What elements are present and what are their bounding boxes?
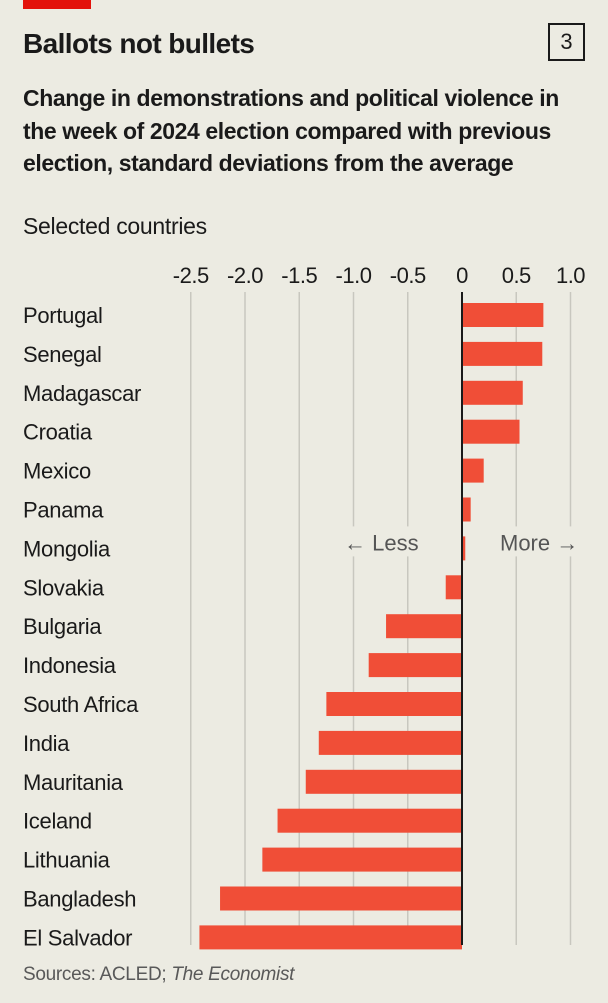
bar — [199, 925, 462, 950]
x-tick-label: -0.5 — [390, 263, 426, 288]
bar — [318, 730, 462, 755]
category-label: Lithuania — [23, 848, 111, 873]
bar — [277, 808, 462, 833]
category-label: Madagascar — [23, 381, 141, 406]
category-label: Mongolia — [23, 536, 111, 561]
bar — [462, 303, 544, 327]
bar — [368, 653, 462, 678]
category-label: Senegal — [23, 342, 102, 367]
bar — [445, 575, 462, 600]
bar — [462, 458, 484, 483]
bar — [462, 536, 466, 561]
category-label: Bangladesh — [23, 887, 136, 912]
category-label: Mexico — [23, 459, 91, 484]
bar — [386, 614, 462, 639]
bar — [462, 380, 523, 405]
more-annotation: More → — [500, 530, 578, 555]
x-tick-label: 0.5 — [502, 263, 531, 288]
bar — [462, 341, 543, 366]
x-tick-labels: -2.5 -2.0 -1.5 -1.0 -0.5 0 0.5 1.0 — [173, 263, 586, 288]
x-tick-label: 1.0 — [556, 263, 585, 288]
category-labels: Portugal Senegal Madagascar Croatia Mexico Pa… — [23, 303, 141, 950]
less-annotation: ← Less — [344, 530, 419, 555]
annotation-background — [494, 526, 588, 557]
chart-title: Ballots not bullets — [23, 28, 255, 59]
x-tick-label: 0 — [456, 263, 468, 288]
category-label: Croatia — [23, 420, 93, 445]
category-label: Iceland — [23, 809, 92, 834]
source-note: Sources: ACLED; The Economist — [23, 964, 294, 986]
x-tick-label: -1.5 — [281, 263, 317, 288]
category-label: Bulgaria — [23, 614, 102, 639]
source-prefix: Sources: ACLED; — [23, 964, 172, 985]
annotation-background — [338, 526, 430, 557]
category-label: Portugal — [23, 303, 103, 328]
x-tick-label: -2.0 — [227, 263, 263, 288]
bar — [262, 847, 462, 872]
brand-red-tag — [23, 0, 91, 9]
category-label: Slovakia — [23, 575, 105, 600]
direction-annotations: ← Less More → — [338, 526, 588, 557]
bar — [462, 419, 520, 444]
chart-subsubtitle: Selected countries — [23, 213, 207, 239]
category-label: El Salvador — [23, 925, 132, 950]
bars — [199, 303, 544, 950]
bar — [305, 769, 462, 794]
chart-number-badge: 3 — [548, 23, 585, 61]
bar — [220, 886, 462, 911]
bar — [326, 692, 462, 716]
category-label: Indonesia — [23, 653, 117, 678]
x-tick-label: -2.5 — [173, 263, 209, 288]
category-label: South Africa — [23, 692, 139, 717]
category-label: Mauritania — [23, 770, 124, 795]
category-label: India — [23, 731, 70, 756]
x-tick-label: -1.0 — [336, 263, 372, 288]
chart-subtitle: Change in demonstrations and political v… — [23, 85, 559, 176]
bar — [462, 497, 471, 522]
source-publication: The Economist — [171, 964, 295, 985]
category-label: Panama — [23, 498, 104, 523]
